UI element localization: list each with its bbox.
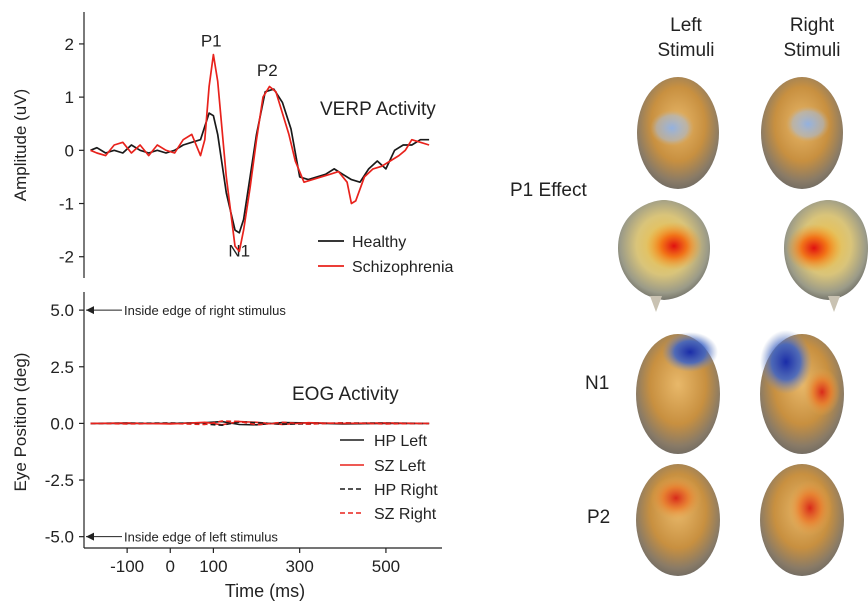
verp-y-tick-label-0: 2	[65, 35, 74, 54]
scalp-map-p2-right	[760, 464, 844, 576]
verp-y-label: Amplitude (uV)	[11, 89, 30, 201]
scalp-map-p1-effect-left	[618, 200, 710, 312]
eog-x-ticks: -100 0 100 300 500	[110, 548, 400, 576]
eog-line-sz-right	[90, 420, 430, 426]
annotation-arrow-head-0	[86, 306, 94, 315]
eog-series	[90, 420, 430, 427]
eog-x-tick-label-1: 0	[166, 557, 175, 576]
eog-y-ticks: 5.0 2.5 0.0 -2.5 -5.0	[45, 301, 84, 547]
column-label-left-2: Stimuli	[657, 40, 714, 61]
row-label-p2: P2	[587, 507, 610, 528]
legend-item-healthy: Healthy	[318, 234, 406, 251]
verp-series	[90, 53, 430, 253]
eog-y-tick-label-0: 5.0	[50, 301, 74, 320]
legend-label-schizophrenia: Schizophrenia	[352, 259, 454, 276]
legend-label-hp-right: HP Right	[374, 482, 438, 499]
verp-chart: 2 1 0 -1 -2 Amplitude (uV) VERP Activity P1 P…	[11, 12, 454, 278]
annotation-arrow-head-1	[86, 532, 94, 541]
legend-label-healthy: Healthy	[352, 234, 406, 251]
scalp-map-p1-left-top	[637, 77, 719, 189]
eog-x-label: Time (ms)	[225, 581, 305, 601]
scalp-map-n1-right	[760, 330, 844, 454]
eog-y-tick-label-4: -5.0	[45, 528, 74, 547]
legend-item-schizophrenia: Schizophrenia	[318, 259, 454, 276]
eog-title: EOG Activity	[292, 384, 399, 405]
column-label-right-2: Stimuli	[783, 40, 840, 61]
scalp-map-p1-effect-right	[784, 200, 868, 312]
peak-label-p1: P1	[201, 32, 222, 51]
eog-x-tick-label-0: -100	[110, 557, 144, 576]
eog-y-tick-label-2: 0.0	[50, 414, 74, 433]
scalp-map-p2-left	[636, 464, 720, 576]
verp-y-tick-label-2: 0	[65, 141, 74, 160]
eog-y-tick-label-1: 2.5	[50, 358, 74, 377]
legend-label-sz-right: SZ Right	[374, 506, 437, 523]
legend-item-sz-left: SZ Left	[340, 458, 426, 475]
annotation-text-0: Inside edge of right stimulus	[124, 303, 286, 318]
verp-y-tick-label-1: 1	[65, 88, 74, 107]
verp-y-ticks: 2 1 0 -1 -2	[59, 35, 84, 267]
legend-label-hp-left: HP Left	[374, 433, 428, 450]
verp-line-healthy	[90, 88, 430, 234]
row-label-n1: N1	[585, 373, 609, 394]
topography-panel: Left Stimuli Right Stimuli P1 Effect N1 …	[510, 15, 868, 576]
verp-legend: Healthy Schizophrenia	[318, 234, 454, 276]
column-label-right-1: Right	[790, 15, 835, 36]
verp-y-tick-label-3: -1	[59, 195, 74, 214]
legend-label-sz-left: SZ Left	[374, 458, 426, 475]
verp-line-schizophrenia	[90, 53, 430, 253]
scalp-map-p1-right-top	[761, 77, 843, 189]
verp-title: VERP Activity	[320, 99, 436, 120]
verp-y-tick-label-4: -2	[59, 248, 74, 267]
eog-x-tick-label-3: 300	[285, 557, 313, 576]
eog-chart: 5.0 2.5 0.0 -2.5 -5.0 -100 0 100 300 500 Eye Pos…	[11, 292, 442, 601]
scalp-map-n1-left	[636, 332, 720, 454]
row-label-p1-effect: P1 Effect	[510, 180, 587, 201]
eog-x-tick-label-2: 100	[199, 557, 227, 576]
eog-y-label: Eye Position (deg)	[11, 353, 30, 492]
eog-y-tick-label-3: -2.5	[45, 471, 74, 490]
annotation-text-1: Inside edge of left stimulus	[124, 530, 278, 545]
legend-item-hp-right: HP Right	[340, 482, 438, 499]
peak-label-p2: P2	[257, 61, 278, 80]
legend-item-hp-left: HP Left	[340, 433, 428, 450]
legend-item-sz-right: SZ Right	[340, 506, 437, 523]
column-label-left-1: Left	[670, 15, 702, 36]
eog-x-tick-label-4: 500	[372, 557, 400, 576]
eog-annotations: Inside edge of right stimulus Inside edge…	[86, 303, 286, 545]
eog-legend: HP Left SZ Left HP Right SZ Right	[340, 433, 438, 523]
